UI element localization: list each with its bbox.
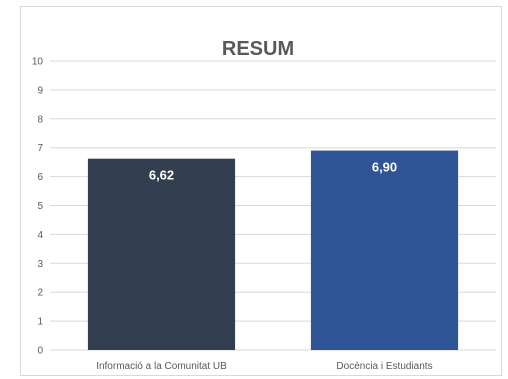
x-axis: Informació a la Comunitat UB Docència i E… bbox=[96, 361, 432, 372]
y-tick-label: 10 bbox=[32, 57, 44, 68]
y-tick-label: 2 bbox=[37, 288, 43, 299]
y-tick-label: 4 bbox=[37, 230, 43, 241]
y-tick-label: 5 bbox=[37, 201, 43, 212]
y-tick-label: 6 bbox=[37, 172, 43, 183]
data-label: 6,62 bbox=[149, 168, 174, 183]
bar bbox=[310, 150, 459, 350]
y-tick-label: 9 bbox=[37, 85, 43, 96]
y-tick-label: 7 bbox=[37, 143, 43, 154]
y-tick-label: 0 bbox=[37, 346, 43, 357]
data-label: 6,90 bbox=[372, 160, 397, 175]
x-category-label: Informació a la Comunitat UB bbox=[96, 361, 227, 372]
chart-title: RESUM bbox=[222, 38, 294, 60]
bar bbox=[87, 158, 236, 350]
y-tick-label: 1 bbox=[37, 317, 43, 328]
bars: 6,62 6,90 bbox=[87, 150, 459, 350]
y-tick-label: 3 bbox=[37, 259, 43, 270]
y-axis: 0 1 2 3 4 5 6 7 8 9 10 bbox=[32, 57, 44, 357]
x-category-label: Docència i Estudiants bbox=[336, 361, 432, 372]
y-tick-label: 8 bbox=[37, 114, 43, 125]
